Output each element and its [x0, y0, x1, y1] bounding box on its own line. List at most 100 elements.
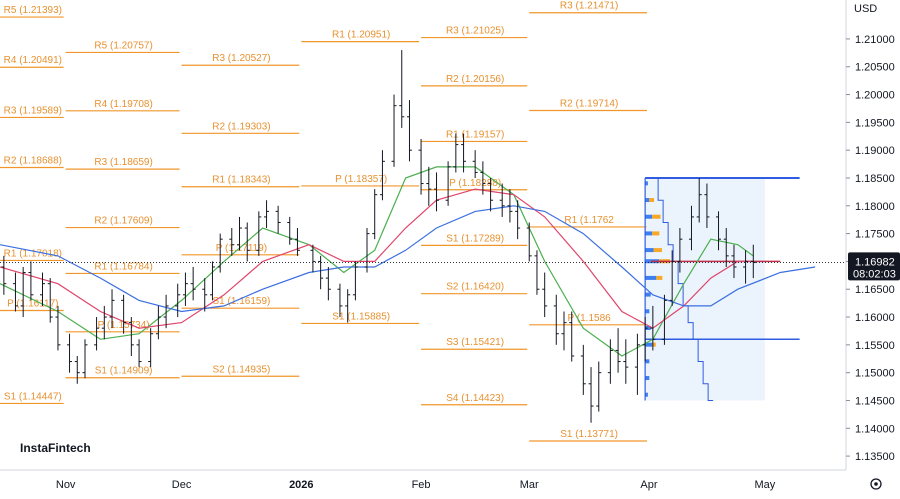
ohlc-bar	[418, 139, 424, 195]
ohlc-bar	[74, 355, 80, 384]
ohlc-bar	[67, 333, 73, 373]
time-tick-label: May	[754, 479, 775, 491]
time-axis[interactable]: Nov Dec 2026 Feb Mar Apr May	[0, 469, 900, 494]
ma-line-3	[0, 205, 816, 313]
pivot-label: P (1.17119)	[216, 243, 267, 254]
pivot-label: R2 (1.19303)	[212, 121, 270, 132]
price-tick-label: 1.19500	[855, 117, 895, 129]
price-tag-countdown: 08:02:03	[853, 268, 896, 280]
price-tick-label: 1.17500	[855, 229, 895, 241]
pivot-label: R2 (1.17609)	[94, 216, 152, 227]
price-tick-label: 1.20000	[855, 90, 895, 102]
ohlc-bar	[716, 211, 722, 251]
ohlc-bar	[499, 183, 505, 217]
pivot-label: S1 (1.16159)	[213, 296, 271, 307]
ohlc-bar	[743, 250, 749, 284]
ohlc-bar	[704, 183, 710, 229]
ohlc-bar	[325, 266, 331, 301]
ohlc-bar	[534, 250, 540, 295]
settings-icon-dot	[874, 482, 878, 486]
pivot-label: S1 (1.13771)	[560, 429, 618, 440]
profile-blue-bar	[645, 342, 653, 347]
ohlc-bar	[461, 133, 467, 173]
pivot-label: S1 (1.15885)	[332, 311, 390, 322]
profile-blue-bar	[645, 325, 651, 330]
pivot-label: P (1.18357)	[335, 174, 387, 185]
ohlc-bar	[294, 228, 300, 256]
profile-blue-bar	[645, 392, 648, 397]
pivot-label: R3 (1.21471)	[560, 1, 618, 12]
ohlc-bar	[453, 133, 459, 173]
ohlc-bar	[190, 266, 196, 301]
ohlc-bar	[128, 317, 134, 356]
ohlc-bar	[12, 272, 18, 312]
settings-icon[interactable]	[870, 478, 882, 490]
ohlc-bar	[28, 261, 34, 301]
pivot-label: R2 (1.20156)	[446, 74, 504, 85]
ohlc-bar	[372, 189, 378, 240]
ohlc-bar	[310, 244, 316, 273]
profile-orange-bar	[652, 214, 661, 219]
ohlc-bar	[136, 339, 142, 368]
ohlc-bar	[217, 233, 223, 273]
ohlc-bar	[202, 278, 208, 312]
ohlc-bar	[480, 161, 486, 195]
ohlc-bar	[596, 361, 602, 412]
profile-blue-bar	[645, 275, 657, 280]
ohlc-bar	[623, 339, 629, 384]
pivot-label: R3 (1.18659)	[94, 157, 152, 168]
ohlc-bar	[82, 339, 88, 379]
ohlc-bar	[379, 150, 385, 201]
ohlc-bar	[264, 200, 270, 229]
pivot-label: S1 (1.17289)	[446, 233, 504, 244]
ohlc-bar	[55, 305, 61, 351]
ohlc-bar	[229, 228, 235, 256]
pivot-label: R3 (1.21025)	[446, 26, 504, 37]
time-tick-label: Feb	[412, 479, 431, 491]
pivot-label: R1 (1.17018)	[4, 248, 62, 259]
ohlc-bar	[569, 311, 575, 362]
ohlc-bar	[345, 289, 351, 323]
profile-step-line	[653, 177, 714, 401]
pivot-label: R2 (1.18688)	[4, 156, 62, 167]
ohlc-bar	[256, 211, 262, 256]
ohlc-bar	[101, 305, 107, 340]
pivot-label: R5 (1.20757)	[94, 40, 152, 51]
price-tick-label: 1.13500	[855, 451, 895, 463]
ohlc-bar	[148, 328, 154, 368]
ohlc-bar	[1, 255, 7, 295]
pivot-label: S2 (1.14935)	[213, 364, 271, 375]
profile-area	[645, 177, 765, 401]
pivot-label: P (1.16117)	[7, 299, 58, 310]
profile-orange-bar	[652, 342, 656, 347]
ohlc-bar	[607, 339, 613, 384]
ohlc-bar	[182, 272, 188, 306]
ohlc-bar	[209, 261, 215, 301]
profile-blue-bar	[645, 214, 653, 219]
pivot-levels: R5 (1.21393) R4 (1.20491) R3 (1.19589) R2 (…	[0, 1, 647, 442]
ohlc-bar	[121, 294, 127, 334]
price-tick-label: 1.18500	[855, 173, 895, 185]
ohlc-bar	[661, 294, 667, 345]
ohlc-bar	[275, 205, 281, 234]
pivot-label: S3 (1.15421)	[446, 337, 504, 348]
price-tick-label: 1.20500	[855, 62, 895, 74]
price-tick-label: 1.14000	[855, 423, 895, 435]
profile-blue-bar	[645, 359, 650, 364]
currency-label[interactable]: USD	[854, 3, 877, 15]
settings-icon-ring	[870, 478, 882, 490]
pivot-label: R5 (1.21393)	[4, 5, 62, 16]
ohlc-bar	[677, 228, 683, 273]
time-tick-label: Apr	[640, 479, 657, 491]
ohlc-bar	[650, 305, 656, 351]
ohlc-bar	[515, 200, 521, 240]
ohlc-bar	[109, 289, 115, 329]
price-tick-label: 1.21000	[855, 34, 895, 46]
ohlc-bar	[526, 222, 532, 262]
ohlc-bar	[669, 250, 675, 306]
price-axis[interactable]: 1.21000 1.20500 1.20000 1.19500 1.19000 1.185…	[845, 0, 900, 494]
ohlc-bar	[155, 305, 161, 340]
profile-blue-bar	[645, 248, 654, 253]
watermark-bg	[14, 434, 100, 458]
